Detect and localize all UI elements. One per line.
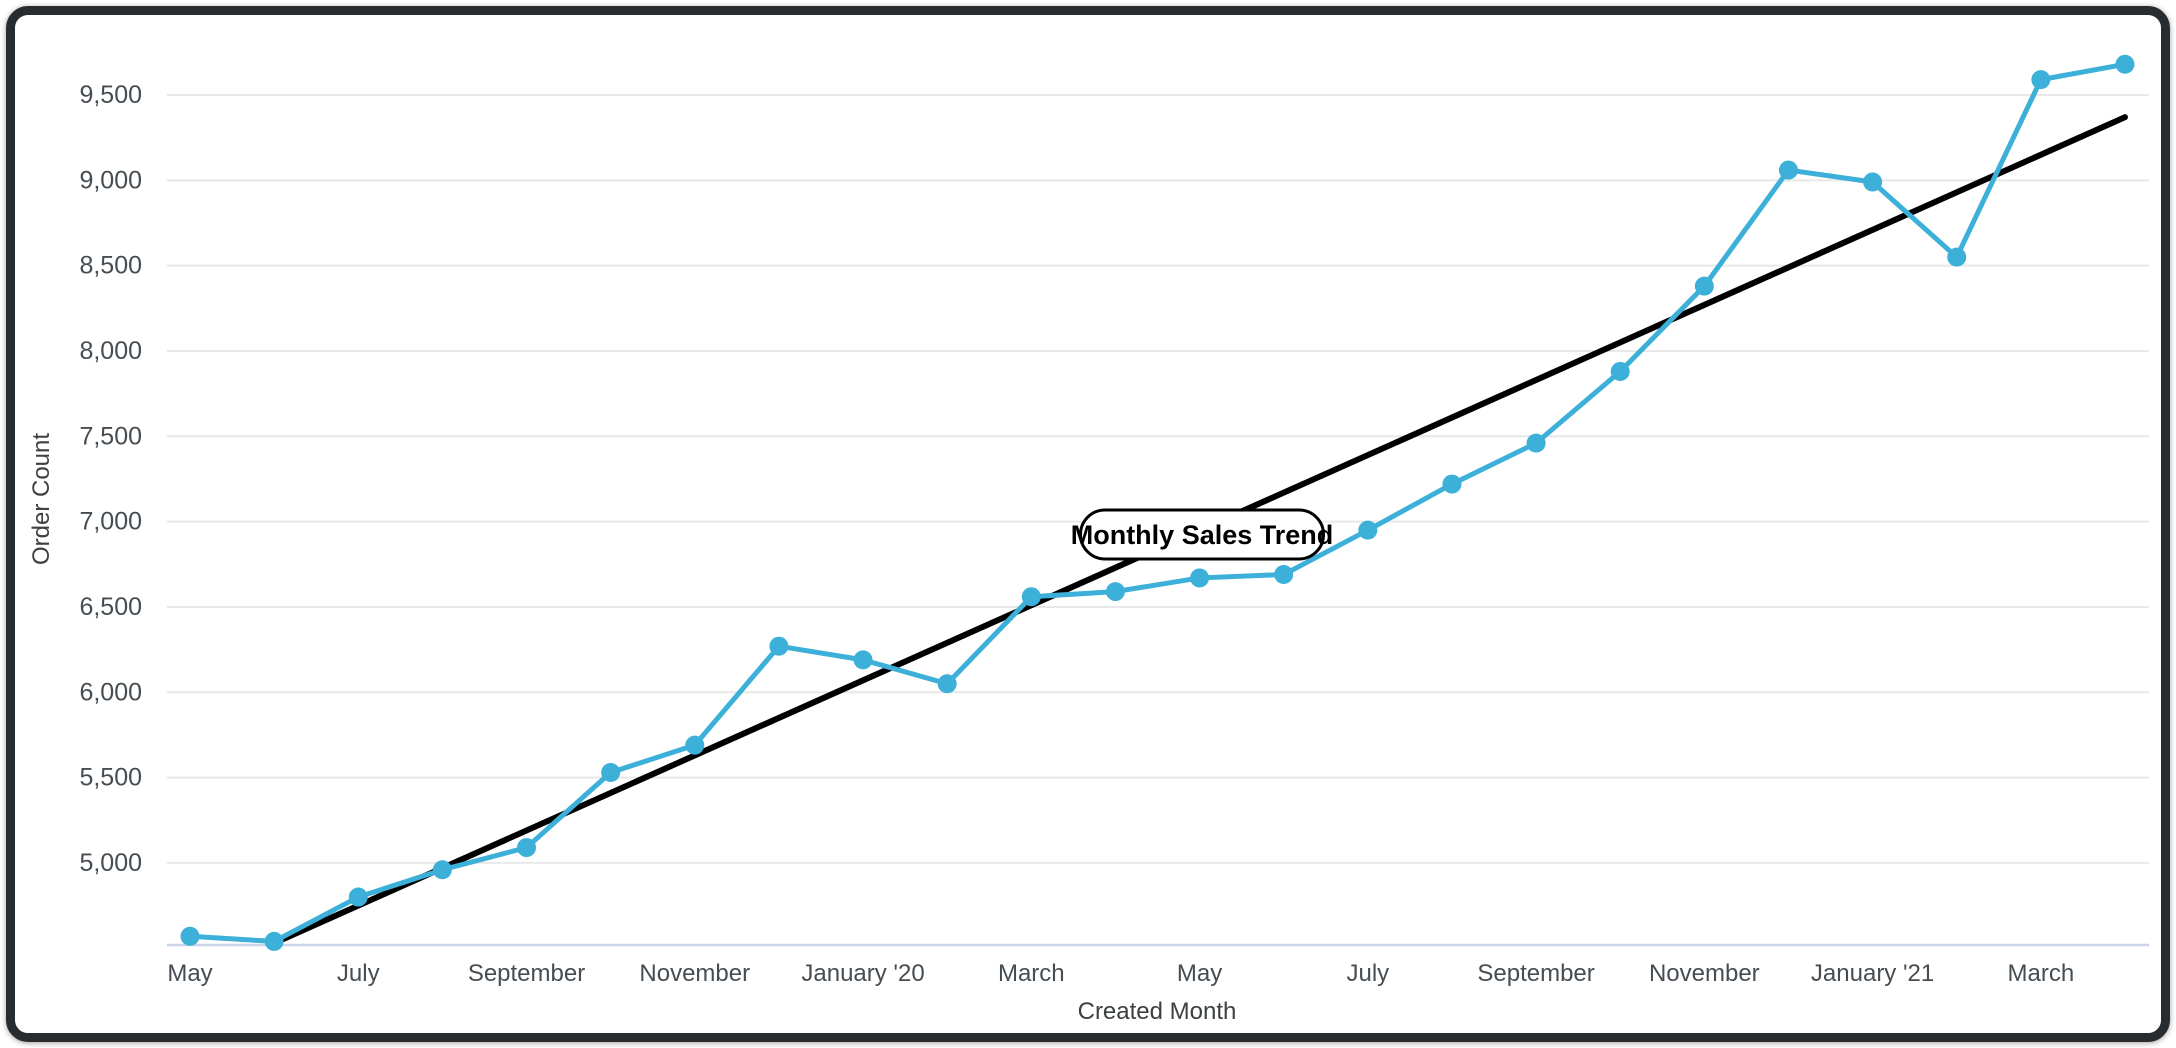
data-point-marker	[180, 926, 200, 946]
data-point-marker	[685, 735, 705, 755]
chart-title: Monthly Sales Trend	[1071, 520, 1334, 550]
y-axis-tick-label: 9,000	[79, 166, 142, 194]
data-point-marker	[1274, 565, 1294, 585]
chart-card: 5,000 5,500 6,000 6,500 7,000 7,500 8,000 8,500…	[6, 6, 2170, 1042]
chart-title-pill	[1079, 508, 1325, 561]
y-axis-tick-label: 6,000	[79, 678, 142, 706]
x-axis-tick-label: May	[1177, 960, 1222, 987]
x-axis-tick-label: November	[639, 960, 750, 987]
data-point-marker	[853, 650, 873, 670]
data-point-marker	[1190, 568, 1210, 588]
data-point-marker	[1021, 587, 1041, 607]
y-axis-title: Order Count	[28, 433, 55, 565]
data-point-marker	[1526, 433, 1546, 453]
line-chart: 5,000 5,500 6,000 6,500 7,000 7,500 8,000 8,500…	[28, 54, 2149, 1025]
y-axis-tick-label: 5,000	[79, 849, 142, 877]
data-point-marker	[348, 887, 368, 907]
y-axis-tick-label: 6,500	[79, 593, 142, 621]
x-axis-tick-label: May	[167, 960, 212, 987]
data-point-marker	[1863, 172, 1883, 192]
data-point-marker	[2031, 70, 2051, 90]
data-point-marker	[1778, 160, 1798, 180]
x-axis-tick-label: January '21	[1811, 960, 1934, 987]
x-axis-tick-label: November	[1649, 960, 1760, 987]
data-point-marker	[1105, 582, 1125, 602]
x-axis-tick-label: March	[2008, 960, 2075, 987]
x-axis-title: Created Month	[1078, 998, 1237, 1025]
sales-series-line	[187, 61, 2128, 944]
x-axis-tick-label: September	[468, 960, 585, 987]
data-point-marker	[264, 931, 284, 951]
y-axis-tick-label: 8,000	[79, 337, 142, 365]
data-point-marker	[937, 674, 957, 694]
data-point-marker	[601, 762, 621, 782]
data-point-marker	[517, 838, 537, 858]
y-axis-tick-label: 8,500	[79, 252, 142, 280]
x-axis-tick-label: July	[337, 960, 380, 987]
x-axis-tick-label: March	[998, 960, 1065, 987]
data-point-marker	[2115, 54, 2135, 74]
data-point-marker	[432, 860, 452, 880]
data-point-marker	[1947, 247, 1967, 267]
y-axis-tick-label: 5,500	[79, 764, 142, 792]
data-point-marker	[769, 636, 789, 656]
x-axis-tick-label: January '20	[801, 960, 924, 987]
data-point-marker	[1358, 520, 1378, 540]
x-axis-tick-label: July	[1346, 960, 1389, 987]
y-axis-tick-label: 9,500	[79, 81, 142, 109]
y-axis-tick-label: 7,000	[79, 508, 142, 536]
x-axis-tick-label: September	[1477, 960, 1594, 987]
data-point-marker	[1694, 276, 1714, 296]
y-axis-tick-label: 7,500	[79, 422, 142, 450]
data-point-marker	[1610, 361, 1630, 381]
data-point-marker	[1442, 474, 1462, 494]
